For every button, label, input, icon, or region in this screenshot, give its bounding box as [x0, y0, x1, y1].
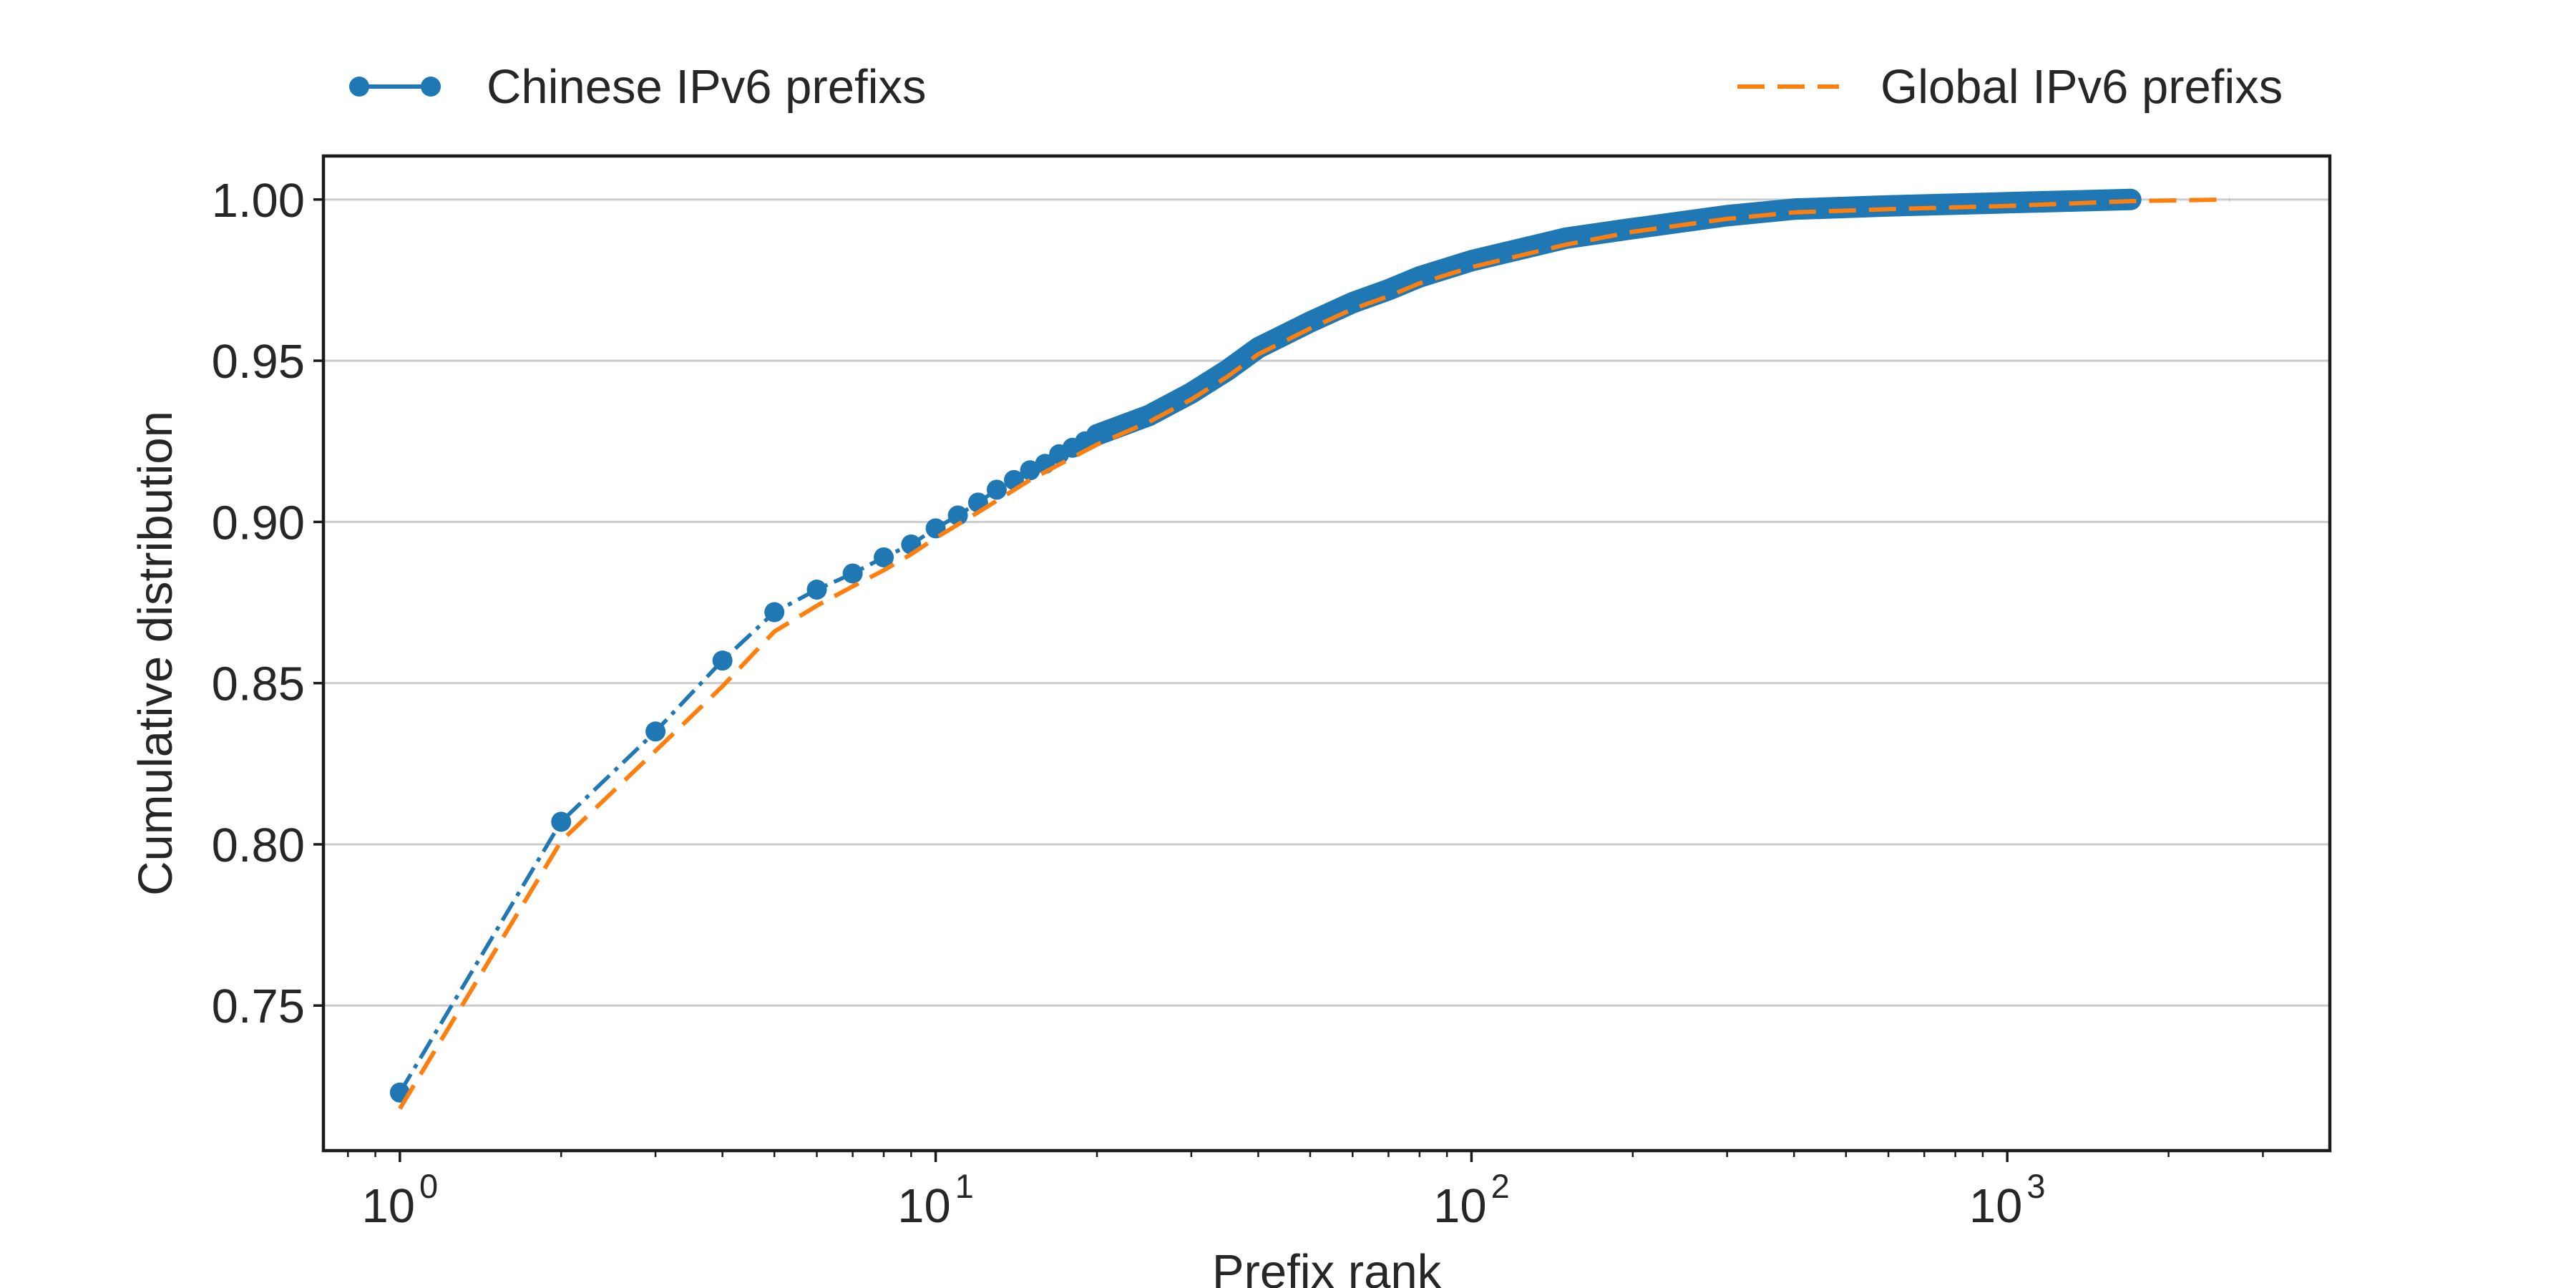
x-tick-label: 10 3 — [1969, 1167, 2046, 1233]
y-tick-label: 0.90 — [212, 496, 305, 550]
x-tick-label: 10 1 — [897, 1167, 974, 1233]
y-tick-label: 0.80 — [212, 819, 305, 872]
legend-item-global: Global IPv6 prefixs — [1737, 60, 2283, 114]
x-tick-label: 10 2 — [1433, 1167, 1510, 1233]
y-axis-ticks: 0.75 0.80 0.85 0.90 0.95 1.00 — [212, 174, 323, 1033]
series-chinese-point — [1087, 424, 1108, 445]
y-tick-label: 0.85 — [212, 658, 305, 711]
series-chinese-point — [645, 721, 666, 742]
legend-label-chinese: Chinese IPv6 prefixs — [487, 60, 926, 114]
series-chinese-point — [551, 811, 572, 832]
legend: Chinese IPv6 prefixs Global IPv6 prefixs — [349, 60, 2283, 114]
series-chinese-point — [842, 563, 863, 584]
x-axis-title: Prefix rank — [1212, 1245, 1442, 1288]
y-tick-label: 1.00 — [212, 174, 305, 228]
legend-marker-chinese — [349, 77, 369, 97]
legend-marker-chinese — [421, 77, 441, 97]
y-tick-label: 0.95 — [212, 335, 305, 389]
plot-frame — [321, 154, 2332, 1153]
series-chinese-point — [806, 580, 827, 600]
series-chinese-point — [986, 479, 1007, 500]
series-global-line — [398, 197, 2230, 1110]
y-axis-title: Cumulative distribution — [129, 411, 182, 896]
y-tick-label: 0.75 — [212, 980, 305, 1033]
series-chinese-point — [947, 505, 968, 526]
series-chinese-point — [1020, 460, 1040, 481]
series-chinese-point — [874, 547, 894, 567]
x-axis-ticks: 10 0 10 1 10 2 10 3 — [347, 1151, 2264, 1233]
plot-series — [389, 188, 2230, 1110]
legend-label-global: Global IPv6 prefixs — [1880, 60, 2283, 114]
series-chinese-point — [764, 602, 785, 623]
series-chinese-point — [712, 650, 733, 671]
series-chinese-dense-markers — [1086, 188, 2142, 446]
series-chinese-line — [398, 433, 1098, 1094]
x-tick-label: 10 0 — [361, 1167, 438, 1233]
legend-item-chinese: Chinese IPv6 prefixs — [349, 60, 926, 114]
gridlines — [323, 198, 2330, 1007]
